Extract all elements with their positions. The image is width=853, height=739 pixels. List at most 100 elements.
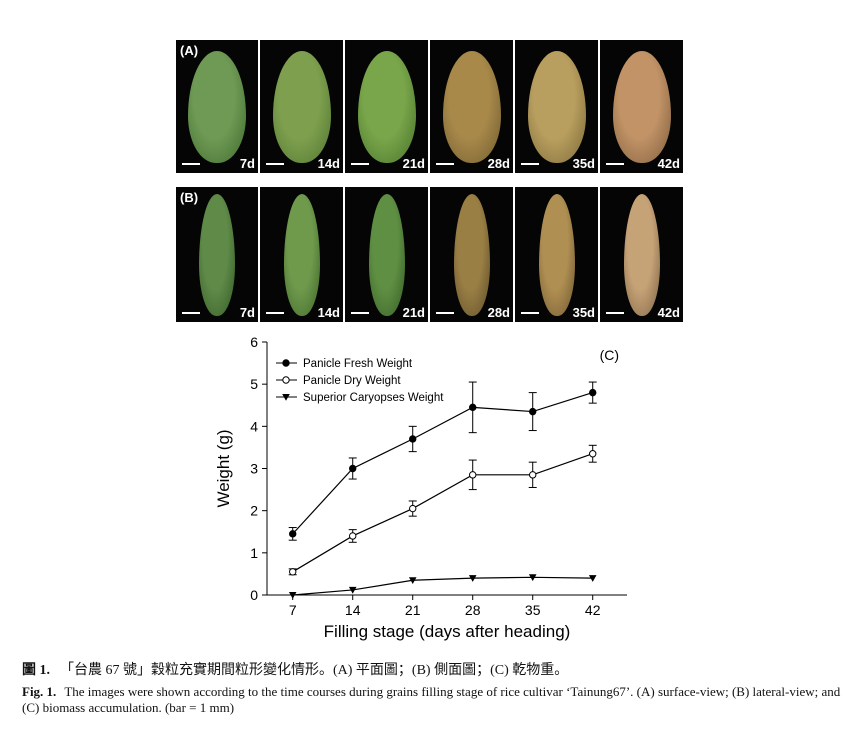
day-label: 42d xyxy=(657,156,680,171)
caption-chinese-text: 「台農 67 號」穀粒充實期間粒形變化情形。(A) 平面圖；(B) 側面圖；(C… xyxy=(60,663,569,678)
scale-bar xyxy=(436,312,454,314)
data-point xyxy=(289,568,297,576)
series-line xyxy=(292,576,593,596)
day-label: 7d xyxy=(239,305,255,320)
y-tick-label: 5 xyxy=(250,376,258,392)
data-point xyxy=(408,577,417,585)
x-tick-label: 7 xyxy=(289,602,297,618)
scale-bar xyxy=(606,163,624,165)
grain-photo: 7d (A) xyxy=(176,40,258,173)
data-point xyxy=(528,574,537,582)
biomass-chart: 0 1 2 3 4 5 6 7 14 21 28 35 42 Filling stage (days af… xyxy=(214,334,627,641)
day-label: 42d xyxy=(657,305,680,320)
y-axis-label: Weight (g) xyxy=(214,429,233,507)
legend-label: Panicle Dry Weight xyxy=(303,375,401,387)
data-point xyxy=(589,388,597,397)
y-tick-label: 1 xyxy=(250,545,258,561)
day-label: 7d xyxy=(239,156,255,171)
caption-english-label: Fig. 1. xyxy=(22,684,57,699)
data-point xyxy=(349,532,357,540)
x-tick-label: 35 xyxy=(525,602,541,618)
panel-label: (A) xyxy=(180,43,199,58)
grain-photo: 35d xyxy=(515,187,598,322)
x-tick-label: 42 xyxy=(585,602,601,618)
day-label: 21d xyxy=(402,156,425,171)
scale-bar xyxy=(266,163,284,165)
grain-image xyxy=(442,50,501,163)
series-line xyxy=(292,392,593,535)
scale-bar xyxy=(521,163,539,165)
day-label: 14d xyxy=(317,305,340,320)
day-label: 35d xyxy=(572,156,595,171)
legend-marker xyxy=(282,359,290,367)
data-point xyxy=(529,471,537,479)
scale-bar xyxy=(436,163,454,165)
grain-image xyxy=(283,193,320,316)
grain-image xyxy=(199,193,235,316)
grain-image xyxy=(188,50,246,163)
surface-view-photo-row: 7d (A) 14d 21d 28d 35d 42d xyxy=(176,40,683,173)
scale-bar xyxy=(351,312,369,314)
grain-photo: 42d xyxy=(600,40,683,173)
grain-image xyxy=(527,50,586,163)
scale-bar xyxy=(182,312,200,314)
grain-image xyxy=(623,193,660,316)
grain-photo: 28d xyxy=(430,187,513,322)
grain-photo: 42d xyxy=(600,187,683,322)
scale-bar xyxy=(351,163,369,165)
grain-photo: 28d xyxy=(430,40,513,173)
caption-chinese-label: 圖 1. xyxy=(22,663,50,678)
scale-bar xyxy=(606,312,624,314)
grain-image xyxy=(368,193,405,316)
legend-marker xyxy=(282,376,290,384)
grain-image xyxy=(272,50,331,163)
data-point xyxy=(469,403,477,412)
data-point xyxy=(348,586,357,594)
data-point xyxy=(529,407,537,416)
grain-image xyxy=(453,193,490,316)
day-label: 28d xyxy=(487,305,510,320)
data-point xyxy=(588,575,597,582)
panel-label: (C) xyxy=(600,347,619,363)
y-tick-label: 4 xyxy=(250,418,258,434)
grain-photo: 21d xyxy=(345,187,428,322)
scale-bar xyxy=(182,163,200,165)
series-line xyxy=(292,453,593,573)
panel-label: (B) xyxy=(180,190,199,205)
data-point xyxy=(349,464,357,473)
y-tick-label: 6 xyxy=(250,334,258,350)
legend-label: Panicle Fresh Weight xyxy=(303,358,413,370)
x-tick-label: 28 xyxy=(465,602,481,618)
day-label: 28d xyxy=(487,156,510,171)
y-tick-label: 0 xyxy=(250,587,258,603)
day-label: 14d xyxy=(317,156,340,171)
grain-photo: 14d xyxy=(260,40,343,173)
data-point xyxy=(409,435,417,443)
grain-photo: 35d xyxy=(515,40,598,173)
x-tick-label: 21 xyxy=(405,602,421,618)
grain-photo: 21d xyxy=(345,40,428,173)
scale-bar xyxy=(266,312,284,314)
y-tick-label: 3 xyxy=(250,461,258,477)
data-point xyxy=(589,450,597,458)
x-axis-label: Filling stage (days after heading) xyxy=(324,622,571,641)
scale-bar xyxy=(521,312,539,314)
data-point xyxy=(469,471,477,479)
grain-image xyxy=(538,193,575,316)
caption-chinese: 圖 1. 「台農 67 號」穀粒充實期間粒形變化情形。(A) 平面圖；(B) 側面… xyxy=(22,659,568,679)
grain-image xyxy=(612,50,671,163)
lateral-view-photo-row: 7d (B) 14d 21d 28d 35d 42d xyxy=(176,187,683,322)
caption-english: Fig. 1. The images were shown according t… xyxy=(22,684,842,716)
day-label: 35d xyxy=(572,305,595,320)
data-point xyxy=(288,591,297,599)
data-point xyxy=(289,530,297,538)
legend-label: Superior Caryopses Weight xyxy=(303,392,444,404)
x-tick-label: 14 xyxy=(345,602,361,618)
grain-photo: 7d (B) xyxy=(176,187,258,322)
y-tick-label: 2 xyxy=(250,503,258,519)
data-point xyxy=(409,504,417,513)
data-point xyxy=(468,575,477,582)
legend-marker xyxy=(282,393,290,401)
day-label: 21d xyxy=(402,305,425,320)
grain-image xyxy=(357,50,416,163)
